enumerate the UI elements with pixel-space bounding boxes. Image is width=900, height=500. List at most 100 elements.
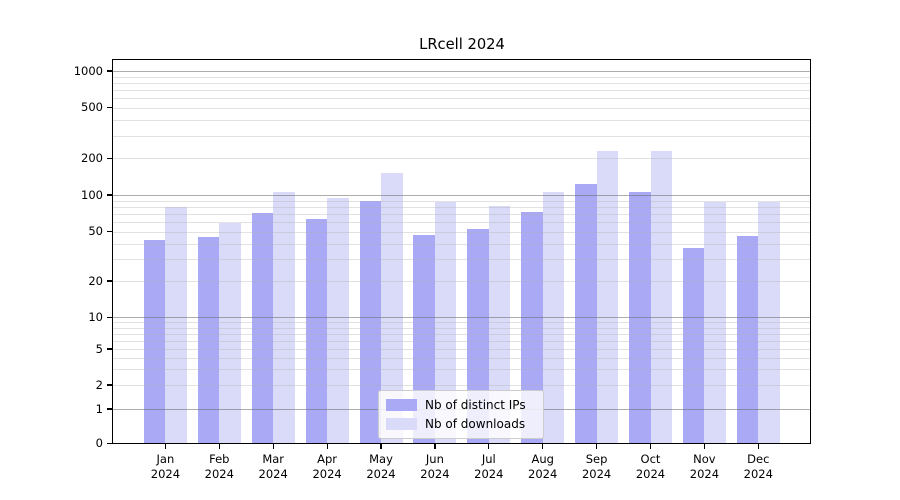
x-tick-label: Jul 2024 [459,452,519,483]
legend-swatch-distinct-ips-icon [386,398,417,411]
minor-gridline [113,369,811,371]
x-tick-label-year: 2024 [312,467,342,481]
x-tick-label-year: 2024 [689,467,720,481]
minor-gridline [113,243,811,245]
legend-item-distinct-ips: Nb of distinct IPs [386,398,535,412]
x-tick-label: Aug 2024 [513,452,573,483]
minor-gridline [113,82,811,84]
legend-label-downloads: Nb of downloads [425,417,526,432]
minor-gridline [113,259,811,261]
bar-nb-of-downloads-nov [704,202,726,444]
minor-gridline [113,385,811,386]
y-tick-label: 500 [81,100,103,114]
x-tick-label-year: 2024 [150,467,181,481]
x-tick-label-year: 2024 [258,467,288,481]
y-tick-mark [107,280,112,282]
chart-title: LRcell 2024 [419,36,505,53]
minor-gridline [113,119,811,121]
x-tick-mark [218,444,220,449]
y-tick-mark [107,316,112,318]
bar-nb-of-downloads-apr [327,197,349,444]
legend-swatch-downloads-icon [386,418,417,431]
legend: Nb of distinct IPs Nb of downloads [378,390,544,439]
y-tick-label: 5 [95,341,103,356]
x-tick-mark [434,444,436,449]
minor-gridline [113,327,811,329]
x-tick-label: Oct 2024 [621,452,681,483]
x-tick-label: Jun 2024 [405,452,465,483]
y-tick-mark [107,194,112,196]
bar-nb-of-downloads-jun [434,201,457,444]
minor-gridline [113,97,811,99]
y-tick-label: 100 [81,187,103,202]
y-tick-mark [107,231,112,233]
legend-label-distinct-ips: Nb of distinct IPs [425,397,526,412]
major-gridline [113,194,811,196]
minor-gridline [113,107,811,109]
legend-item-downloads: Nb of downloads [386,417,535,431]
x-tick-label-year: 2024 [528,467,558,481]
minor-gridline [113,206,811,208]
minor-gridline [113,135,811,137]
bar-nb-of-downloads-jul [488,206,511,444]
x-tick-label: Feb 2024 [189,452,249,483]
y-tick-mark [107,70,112,72]
bar-nb-of-distinct-ips-mar [251,213,274,444]
bar-nb-of-distinct-ips-aug [521,211,543,444]
x-tick-label-year: 2024 [204,467,234,481]
minor-gridline [113,349,811,350]
x-tick-label: Mar 2024 [243,452,303,483]
minor-gridline [113,322,811,324]
bar-nb-of-distinct-ips-nov [682,247,705,444]
y-tick-mark [107,157,112,159]
x-tick-label: Sep 2024 [567,452,627,483]
bar-nb-of-distinct-ips-jan [143,239,166,444]
y-tick-mark [107,442,112,445]
bar-nb-of-downloads-feb [219,222,241,444]
bar-nb-of-distinct-ips-sep [575,184,597,444]
x-tick-mark [272,444,274,449]
x-tick-mark [380,444,382,449]
bar-nb-of-distinct-ips-jul [467,228,489,444]
x-tick-label-year: 2024 [366,467,396,481]
y-tick-mark [107,384,112,386]
minor-gridline [113,213,811,215]
x-tick-mark [488,444,490,449]
bar-nb-of-downloads-oct [650,150,672,444]
y-tick-label: 20 [88,273,103,288]
bar-nb-of-downloads-dec [758,202,780,444]
y-tick-label: 50 [88,224,103,239]
y-tick-mark [107,348,112,350]
bar-nb-of-downloads-may [381,172,403,444]
x-tick-mark [596,444,598,449]
x-tick-label: Nov 2024 [674,452,734,483]
x-tick-label: Jan 2024 [135,452,195,483]
x-tick-label: Apr 2024 [297,452,357,483]
x-tick-label-year: 2024 [581,467,612,481]
y-tick-label: 0 [95,436,103,450]
minor-gridline [113,89,811,91]
major-gridline [113,70,811,72]
minor-gridline [113,158,811,160]
x-tick-mark [326,444,328,449]
bar-nb-of-distinct-ips-may [359,201,381,444]
minor-gridline [113,357,811,359]
bar-nb-of-downloads-sep [596,150,619,444]
minor-gridline [113,333,811,335]
x-tick-mark [757,444,759,449]
y-tick-mark [107,106,112,109]
minor-gridline [113,340,811,342]
minor-gridline [113,281,811,282]
x-tick-mark [164,444,167,449]
x-tick-label-year: 2024 [743,467,773,481]
x-tick-label: May 2024 [351,452,411,483]
x-tick-label-year: 2024 [420,467,450,481]
minor-gridline [113,76,811,78]
major-gridline [113,316,811,318]
y-tick-label: 200 [81,150,103,165]
y-tick-label: 2 [95,377,103,392]
minor-gridline [113,222,811,224]
minor-gridline [113,200,811,202]
x-tick-label-year: 2024 [474,467,504,481]
